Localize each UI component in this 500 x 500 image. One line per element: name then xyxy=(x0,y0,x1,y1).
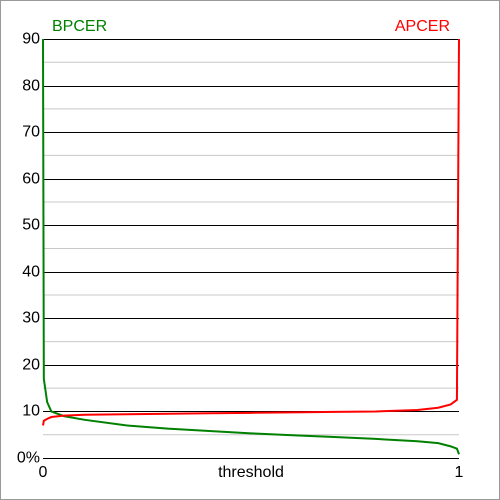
x-axis-label: threshold xyxy=(218,464,284,481)
y-tick-label: 80 xyxy=(22,78,40,95)
legend-label: APCER xyxy=(395,18,450,35)
y-tick-label: 30 xyxy=(22,310,40,327)
y-tick-label: 90 xyxy=(22,31,40,48)
y-tick-label: 20 xyxy=(22,357,40,374)
y-tick-label: 70 xyxy=(22,124,40,141)
y-tick-label: 60 xyxy=(22,171,40,188)
series-line xyxy=(42,38,460,455)
x-tick-label: 1 xyxy=(455,464,464,481)
y-tick-label: 10 xyxy=(22,403,40,420)
x-tick-label: 0 xyxy=(39,464,48,481)
y-tick-label: 40 xyxy=(22,264,40,281)
series-line xyxy=(42,38,460,426)
y-tick-label: 50 xyxy=(22,217,40,234)
y-tick-label: 0% xyxy=(17,450,40,467)
legend-label: BPCER xyxy=(52,18,107,35)
